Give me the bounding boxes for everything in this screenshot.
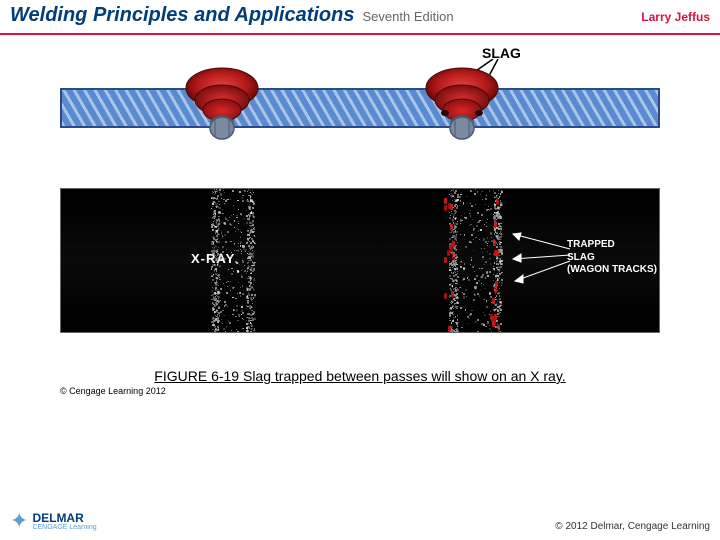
xray-image: X-RAY TRAPPED SLAG (WAGON TRACKS) — [60, 188, 660, 333]
footer-copyright: © 2012 Delmar, Cengage Learning — [555, 521, 710, 532]
weld-cross-section: SLAG — [60, 53, 660, 153]
book-title: Welding Principles and Applications — [10, 4, 355, 27]
trapped-slag-label: TRAPPED SLAG (WAGON TRACKS) — [567, 239, 657, 277]
book-edition: Seventh Edition — [363, 9, 454, 24]
figure-caption: FIGURE 6-19 Slag trapped between passes … — [60, 368, 660, 384]
publisher-logo: ✦ DELMAR CENGAGE Learning — [10, 508, 97, 534]
logo-name: DELMAR — [32, 512, 96, 524]
trapped-l2: SLAG — [567, 252, 657, 265]
logo-subtext: CENGAGE Learning — [32, 524, 96, 531]
book-author: Larry Jeffus — [641, 10, 710, 24]
figure-copyright: © Cengage Learning 2012 — [0, 386, 720, 396]
weld-bead-2 — [425, 58, 499, 148]
logo-icon: ✦ — [10, 508, 28, 534]
trapped-l1: TRAPPED — [567, 239, 657, 252]
trapped-arrow-icon — [505, 229, 575, 289]
figure-container: SLAG — [0, 35, 720, 384]
weld-bead-1 — [185, 58, 259, 148]
trapped-l3: (WAGON TRACKS) — [567, 264, 657, 277]
page-header: Welding Principles and Applications Seve… — [0, 0, 720, 35]
base-plate — [60, 88, 660, 128]
